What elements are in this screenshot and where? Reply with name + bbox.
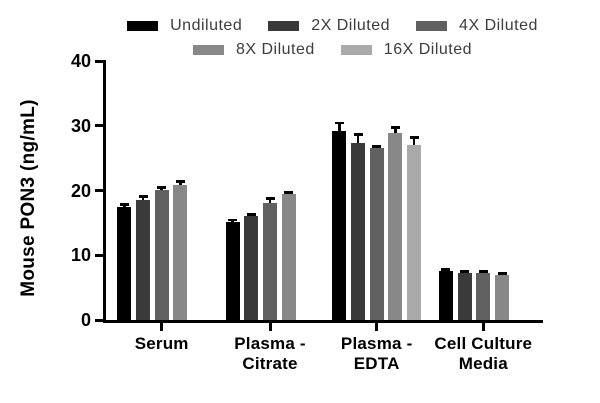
error-bar-cap <box>138 195 148 199</box>
y-tick-label: 0 <box>80 310 91 330</box>
legend-item: 8X Diluted <box>192 41 315 59</box>
legend-label: 8X Diluted <box>235 41 315 58</box>
bar <box>495 275 509 320</box>
chart-legend: Undiluted 2X Diluted 4X Diluted 8X Diluted 1… <box>105 14 560 62</box>
bar <box>173 185 188 320</box>
bar <box>388 132 403 320</box>
legend-swatch-icon <box>340 45 372 55</box>
error-bar-cap <box>390 126 400 129</box>
error-bar-stem <box>394 127 397 133</box>
error-bar-cap <box>228 218 238 222</box>
x-tick-mark <box>268 323 272 331</box>
error-bar-cap <box>353 133 363 136</box>
bar <box>117 207 132 320</box>
error-bar-cap <box>157 186 167 190</box>
legend-label: Undiluted <box>170 17 243 34</box>
legend-item: 16X Diluted <box>340 41 473 59</box>
bar <box>476 272 491 320</box>
bar <box>332 130 347 320</box>
y-tick-label: 10 <box>70 245 91 266</box>
bar <box>457 272 472 320</box>
y-tick-mark <box>95 124 103 128</box>
bar <box>225 222 240 320</box>
bar <box>351 143 365 320</box>
legend-item: Undiluted <box>127 17 242 35</box>
x-category-label: Serum <box>134 334 189 353</box>
error-bar-cap <box>175 179 185 183</box>
error-bar-cap <box>265 197 275 201</box>
legend-label: 2X Diluted <box>311 17 391 34</box>
x-category-label: Cell Culture Media <box>434 334 533 373</box>
y-tick-mark <box>95 59 103 63</box>
x-tick-mark <box>375 323 379 331</box>
error-bar-cap <box>119 203 129 206</box>
x-category-label: Plasma - EDTA <box>340 334 413 373</box>
bar <box>263 202 277 320</box>
error-bar-cap <box>246 212 256 216</box>
bar <box>136 200 150 320</box>
y-axis-title: Mouse PON3 (ng/mL) <box>18 99 39 297</box>
y-tick-mark <box>95 189 103 192</box>
x-category-label: Plasma - Citrate <box>234 334 306 373</box>
legend-item: 2X Diluted <box>268 17 390 35</box>
error-bar-stem <box>179 180 182 186</box>
legend-swatch-icon <box>416 21 448 31</box>
x-tick-mark <box>160 323 164 331</box>
bar <box>281 194 296 320</box>
error-bar-cap <box>372 144 382 148</box>
error-bar-cap <box>478 270 488 274</box>
x-axis-line <box>103 320 543 323</box>
y-tick-label: 20 <box>70 180 91 201</box>
bar <box>369 148 384 320</box>
y-tick-label: 40 <box>70 51 91 71</box>
error-bar-stem <box>268 198 272 203</box>
x-tick-mark <box>481 323 485 331</box>
error-bar-cap <box>497 272 507 276</box>
error-bar-cap <box>334 121 344 125</box>
legend-label: 16X Diluted <box>383 41 473 58</box>
bar <box>438 270 453 320</box>
bar <box>244 215 259 320</box>
legend-swatch-icon <box>268 21 300 31</box>
legend-label: 4X Diluted <box>459 17 538 34</box>
y-tick-mark <box>95 318 103 322</box>
bar <box>407 144 422 320</box>
error-bar-stem <box>338 122 341 131</box>
bar <box>154 189 169 320</box>
error-bar-cap <box>284 191 294 195</box>
error-bar-cap <box>409 135 419 139</box>
error-bar-stem <box>356 134 360 144</box>
error-bar-cap <box>460 270 470 274</box>
legend-swatch-icon <box>192 45 224 55</box>
y-axis-line <box>103 60 106 323</box>
error-bar-cap <box>441 268 451 271</box>
legend-row: Undiluted 2X Diluted 4X Diluted <box>105 14 560 38</box>
y-tick-label: 30 <box>70 115 91 136</box>
legend-row: 8X Diluted 16X Diluted <box>105 38 560 62</box>
legend-swatch-icon <box>127 21 159 31</box>
error-bar-stem <box>141 196 145 201</box>
legend-item: 4X Diluted <box>416 17 538 35</box>
error-bar-stem <box>412 136 416 145</box>
y-tick-mark <box>95 253 103 257</box>
